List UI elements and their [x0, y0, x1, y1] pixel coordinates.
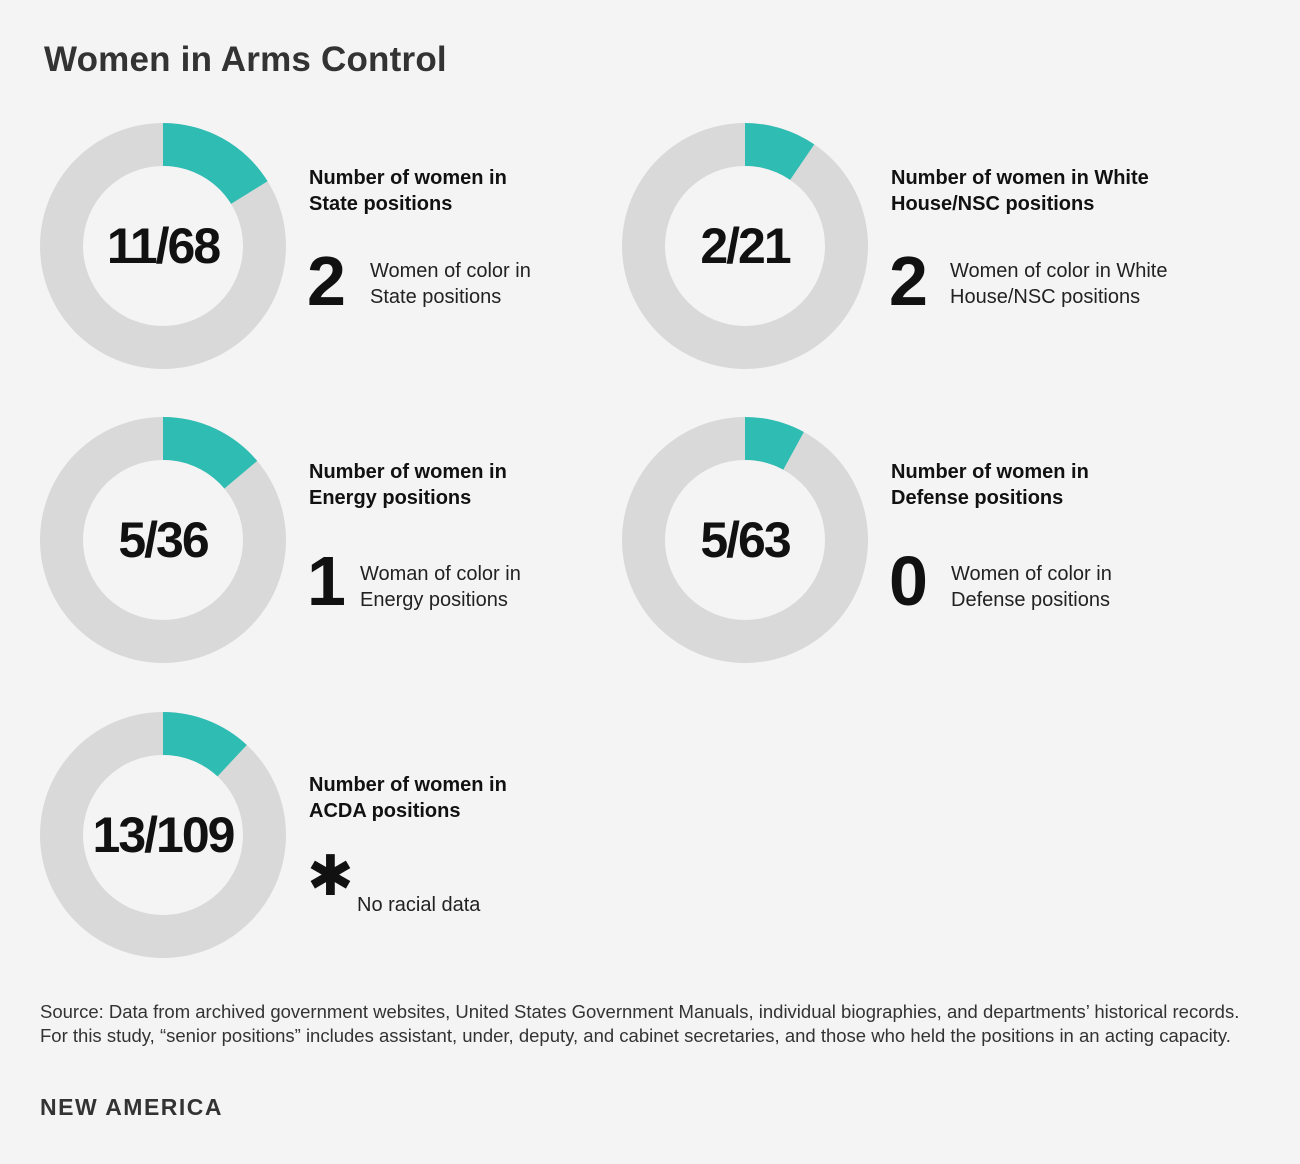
- donut-slice-women: [745, 417, 804, 470]
- donut-chart-acda: [40, 712, 290, 962]
- heading-energy: Number of women in Energy positions: [309, 461, 507, 509]
- donut-slice-women: [163, 123, 268, 204]
- source-note: Source: Data from archived government we…: [40, 1001, 1240, 1046]
- donut-panel-whitehouse: 2/21 Number of women in White House/NSC …: [622, 123, 1242, 373]
- donut-slice-women: [745, 123, 815, 180]
- donut-chart-defense: [622, 417, 872, 667]
- women-of-color-count-state: 2: [307, 242, 346, 320]
- heading-whitehouse: Number of women in White House/NSC posit…: [891, 167, 1149, 215]
- no-racial-data-label: No racial data: [357, 894, 481, 916]
- women-of-color-label-state: Women of color in State positions: [370, 260, 531, 308]
- donut-hole: [83, 166, 243, 326]
- women-of-color-label-defense: Women of color in Defense positions: [951, 563, 1112, 611]
- women-of-color-label-whitehouse: Women of color in White House/NSC positi…: [950, 260, 1168, 308]
- brand-logo: NEW AMERICA: [40, 1094, 224, 1120]
- donut-chart-whitehouse: [622, 123, 872, 373]
- heading-state: Number of women in State positions: [309, 167, 507, 215]
- fraction-label-defense: 5/63: [700, 512, 791, 568]
- fraction-label-acda: 13/109: [92, 807, 236, 863]
- women-of-color-count-defense: 0: [889, 542, 928, 620]
- heading-defense: Number of women in Defense positions: [891, 461, 1089, 509]
- donut-hole: [83, 755, 243, 915]
- donut-panel-state: 11/68 Number of women in State positions…: [40, 123, 660, 373]
- donut-chart-state: [40, 123, 290, 373]
- donut-panel-energy: 5/36 Number of women in Energy positions…: [40, 417, 660, 667]
- page-title: Women in Arms Control: [44, 40, 447, 79]
- fraction-label-whitehouse: 2/21: [700, 218, 791, 274]
- donut-slice-women: [163, 417, 258, 489]
- donut-panel-acda: 13/109 Number of women in ACDA positions…: [40, 712, 660, 962]
- donut-chart-energy: [40, 417, 290, 667]
- donut-svg: [40, 123, 286, 369]
- women-of-color-count-energy: 1: [307, 542, 346, 620]
- donut-hole: [665, 166, 825, 326]
- donut-svg: [622, 123, 868, 369]
- donut-hole: [665, 460, 825, 620]
- heading-acda: Number of women in ACDA positions: [309, 774, 507, 822]
- donut-slice-women: [163, 712, 247, 777]
- fraction-label-state: 11/68: [106, 218, 221, 274]
- donut-hole: [83, 460, 243, 620]
- women-of-color-count-whitehouse: 2: [889, 242, 928, 320]
- donut-svg: [40, 417, 286, 663]
- asterisk-icon: ✱: [307, 844, 354, 907]
- fraction-label-energy: 5/36: [118, 512, 209, 568]
- donut-panel-defense: 5/63 Number of women in Defense position…: [622, 417, 1242, 667]
- donut-svg: [40, 712, 286, 958]
- donut-svg: [622, 417, 868, 663]
- women-of-color-label-energy: Woman of color in Energy positions: [360, 563, 521, 611]
